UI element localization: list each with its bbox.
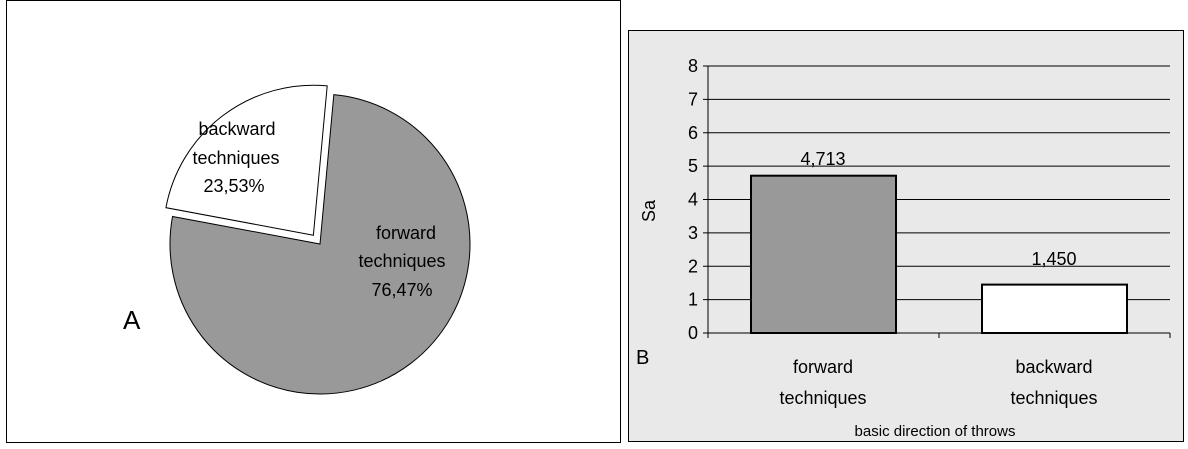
slice-label-backward-line2: techniques xyxy=(192,148,279,168)
pie-chart-panel: forward techniques 76,47% backward techn… xyxy=(6,0,621,443)
slice-label-forward-line1: forward xyxy=(376,223,436,243)
slice-label-backward-pct: 23,53% xyxy=(203,176,264,196)
y-axis-title: Sa xyxy=(639,199,659,222)
bar-forward xyxy=(750,174,897,334)
panel-label-a: A xyxy=(123,305,141,335)
x-tick-label-backward-line1: backward xyxy=(1015,357,1092,377)
slice-label-forward-pct: 76,47% xyxy=(371,280,432,300)
y-tick-label: 4 xyxy=(688,190,698,210)
y-tick-label: 6 xyxy=(688,123,698,143)
bar-value-label-backward: 1,450 xyxy=(1031,249,1076,269)
pie-slice-backward xyxy=(165,84,328,236)
y-tick-label: 5 xyxy=(688,156,698,176)
x-tick-label-forward-line1: forward xyxy=(793,357,853,377)
slice-label-backward-line1: backward xyxy=(198,119,275,139)
bar-value-label-forward: 4,713 xyxy=(800,149,845,169)
y-tick-label: 1 xyxy=(688,290,698,310)
x-axis-title: basic direction of throws xyxy=(855,423,1016,440)
x-tick-label-forward-line2: techniques xyxy=(779,388,866,408)
y-tick-label: 3 xyxy=(688,223,698,243)
panel-label-b: B xyxy=(636,347,649,369)
bar-backward xyxy=(981,283,1128,334)
bar-chart-panel: 0 1 2 3 4 5 6 7 8 4,713 1,450 forward techniques… xyxy=(628,30,1184,442)
y-tick-label: 8 xyxy=(688,56,698,76)
pie-chart: forward techniques 76,47% backward techn… xyxy=(123,84,471,395)
y-tick-label: 2 xyxy=(688,256,698,276)
y-tick-label: 7 xyxy=(688,89,698,109)
y-tick-label: 0 xyxy=(688,323,698,343)
slice-label-forward-line2: techniques xyxy=(358,251,445,271)
pie-slice-forward xyxy=(169,94,471,395)
x-tick-label-backward-line2: techniques xyxy=(1010,388,1097,408)
bar-chart: 0 1 2 3 4 5 6 7 8 4,713 1,450 forward techniques… xyxy=(636,56,1171,440)
